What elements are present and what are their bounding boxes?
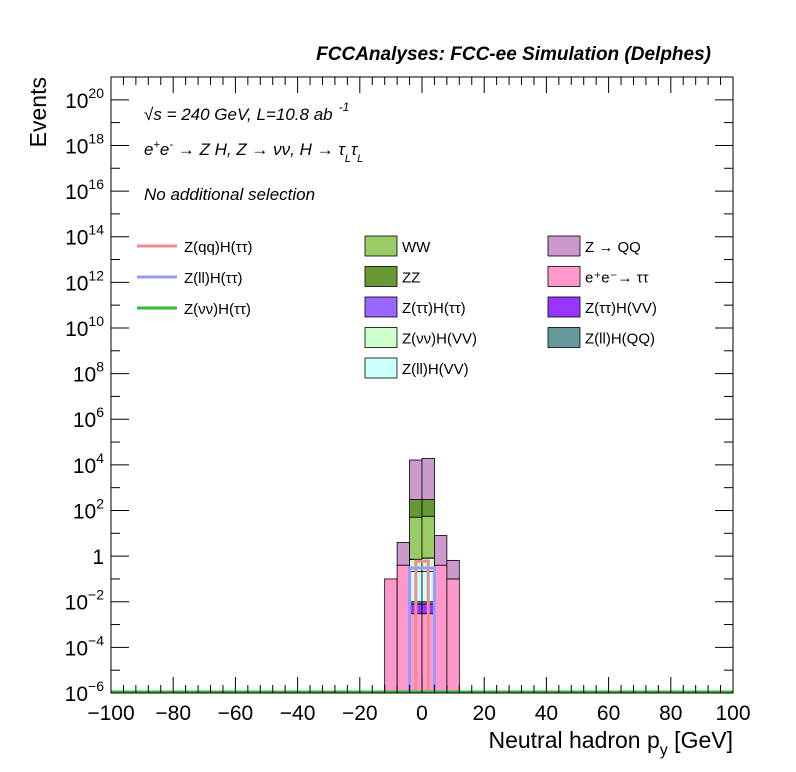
- legend-box-label: Z(ττ)H(ττ): [402, 300, 466, 317]
- y-tick-label: 1016: [65, 176, 104, 204]
- process-label: e+e- → Z H, Z → νν, H → τLτL: [144, 139, 363, 165]
- y-tick-label: 10−2: [65, 587, 105, 615]
- y-tick-label: 106: [73, 404, 104, 432]
- legend-box-swatch: [547, 296, 581, 318]
- y-tick-label: 1020: [65, 85, 104, 113]
- x-tick-label: 0: [416, 702, 428, 725]
- legend-box-swatch: [364, 296, 398, 318]
- x-axis-title: Neutral hadron py [GeV]: [488, 727, 733, 759]
- x-tick-label: −100: [87, 702, 134, 725]
- y-tick-label: 10−4: [65, 632, 105, 660]
- y-tick-label: 1018: [65, 130, 104, 158]
- legend-box-label: Z(ll)H(VV): [402, 361, 469, 378]
- x-tick-label: 20: [473, 702, 496, 725]
- legend-box-label: Z(ll)H(QQ): [585, 331, 655, 348]
- stack-bar-segment: [409, 516, 423, 560]
- legend-box-label: ZZ: [402, 270, 420, 287]
- x-axis-ticks: −100 −80 −60 −40 −20 0 20 40 60 80 100: [87, 77, 751, 725]
- signal-line: [408, 566, 436, 693]
- legend: Z(qq)H(ττ) Z(ll)H(ττ) Z(νν)H(ττ) WW ZZ Z(ττ)H…: [137, 235, 657, 379]
- y-tick-label: 1012: [65, 267, 104, 295]
- stack-bar-segment: [421, 515, 435, 559]
- energy-luminosity-label: √s = 240 GeV, L=10.8 ab -1: [144, 100, 349, 124]
- stack-bar-segment: [446, 559, 460, 580]
- y-axis-title: Events: [25, 77, 51, 147]
- y-tick-label: 1: [92, 546, 104, 569]
- legend-box-swatch: [547, 235, 581, 257]
- stack-bar-segment: [446, 578, 460, 694]
- stack-bar-segment: [421, 457, 435, 500]
- legend-line-label: Z(qq)H(ττ): [184, 239, 253, 256]
- chart-title: FCCAnalyses: FCC-ee Simulation (Delphes): [316, 44, 711, 65]
- stack-bar-segment: [396, 564, 410, 694]
- stack-bar-segment: [409, 499, 423, 518]
- selection-label: No additional selection: [144, 185, 315, 204]
- x-tick-label: −60: [218, 702, 254, 725]
- y-tick-label: 104: [73, 450, 104, 478]
- x-tick-label: −20: [342, 702, 378, 725]
- legend-box-label: WW: [402, 239, 431, 256]
- x-tick-label: −80: [155, 702, 191, 725]
- legend-box-label: Z → QQ: [585, 239, 641, 256]
- x-tick-label: 60: [597, 702, 620, 725]
- legend-box-label: e⁺e⁻→ ττ: [585, 270, 649, 287]
- stack-bar-segment: [409, 459, 423, 500]
- stack-bar-segment: [434, 535, 448, 566]
- y-tick-label: 10−6: [65, 678, 105, 706]
- background-stack: [384, 457, 460, 694]
- y-tick-label: 1014: [65, 222, 104, 250]
- y-axis-ticks: 10−6 10−4 10−2 1 102 104 106 108 1010 1012 1014 101…: [65, 76, 733, 706]
- stack-bar-segment: [421, 499, 435, 517]
- x-tick-label: 80: [659, 702, 682, 725]
- x-tick-label: 100: [715, 702, 750, 725]
- legend-box-swatch: [364, 327, 398, 348]
- y-tick-label: 1010: [65, 313, 104, 341]
- stack-bar-segment: [396, 541, 410, 566]
- stack-bar-segment: [384, 578, 398, 694]
- y-tick-label: 108: [73, 359, 104, 387]
- legend-line-label: Z(νν)H(ττ): [184, 301, 251, 318]
- legend-line-label: Z(ll)H(ττ): [184, 270, 243, 287]
- stack-bar-segment: [434, 564, 448, 694]
- signal-line: [414, 559, 430, 693]
- legend-box-swatch: [547, 266, 581, 287]
- legend-box-swatch: [364, 235, 398, 257]
- y-tick-label: 102: [73, 495, 104, 523]
- legend-box-swatch: [364, 357, 398, 379]
- legend-box-swatch: [364, 266, 398, 287]
- x-tick-label: −40: [280, 702, 316, 725]
- x-tick-label: 40: [535, 702, 558, 725]
- legend-box-label: Z(ττ)H(VV): [585, 300, 657, 317]
- legend-box-label: Z(νν)H(VV): [402, 331, 477, 348]
- legend-box-swatch: [547, 327, 581, 348]
